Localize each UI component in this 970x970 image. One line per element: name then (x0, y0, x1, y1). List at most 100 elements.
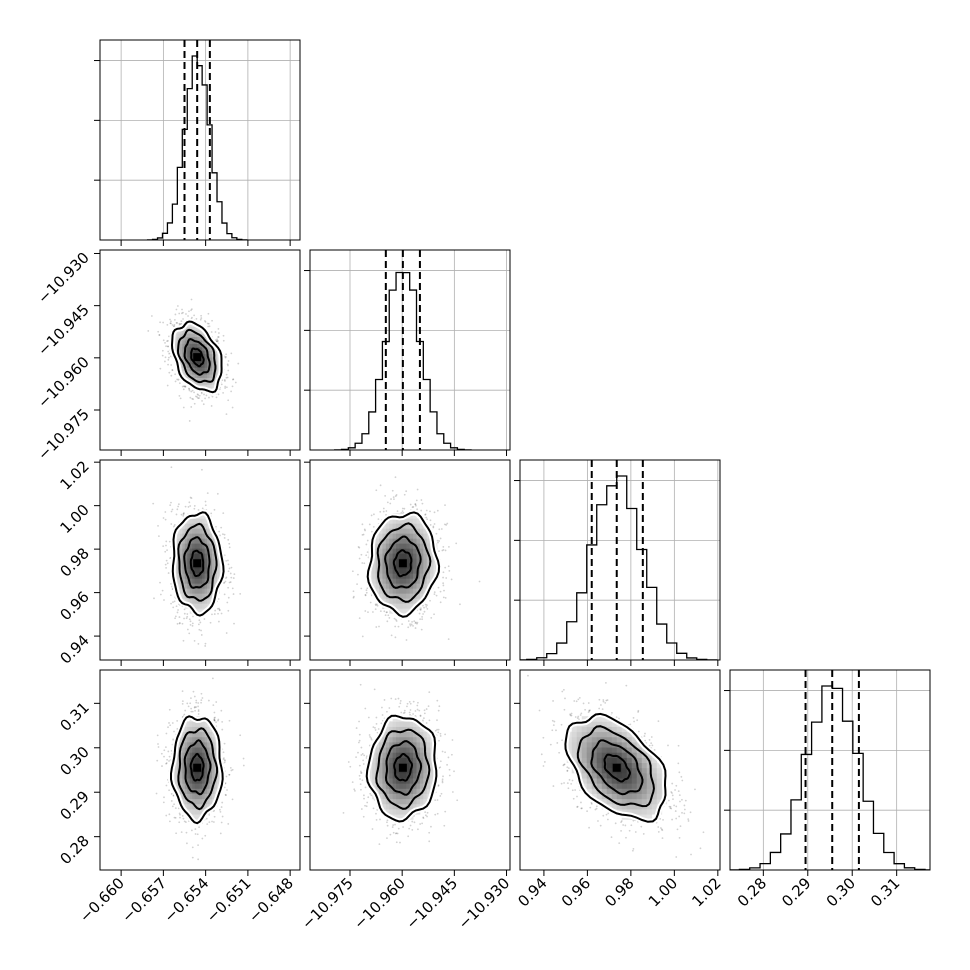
density-cell (209, 553, 213, 559)
density-cell (179, 593, 183, 599)
sample-point (227, 369, 230, 372)
sample-point (394, 495, 397, 497)
density-cell (179, 363, 183, 368)
density-cell (214, 374, 218, 378)
density-cell (202, 523, 206, 529)
sample-point (407, 620, 410, 622)
sample-point (167, 358, 170, 361)
sample-point (204, 642, 207, 645)
density-cell (382, 593, 387, 599)
density-cell (177, 573, 181, 579)
density-cell (182, 528, 186, 534)
sample-point (410, 623, 413, 626)
sample-point (167, 345, 169, 348)
density-cell (174, 568, 178, 574)
sample-point (173, 319, 176, 321)
sample-point (383, 610, 386, 613)
density-cell (204, 563, 208, 569)
density-cell (214, 353, 218, 358)
sample-point (225, 632, 228, 634)
sample-point (414, 627, 417, 629)
sample-point (364, 594, 367, 597)
density-cell (214, 357, 218, 361)
sample-point (447, 565, 450, 568)
density-cell (182, 346, 186, 351)
density-cell (217, 367, 220, 372)
density-cell (199, 543, 203, 549)
sample-point (375, 626, 378, 628)
density-cell (199, 518, 203, 524)
density-cell (204, 568, 208, 574)
density-cell (184, 578, 188, 584)
sample-point (230, 566, 233, 569)
sample-point (217, 598, 220, 600)
density-cell (202, 538, 206, 544)
density-cell (187, 323, 191, 327)
density-cell (194, 360, 198, 365)
sample-point (178, 382, 181, 385)
density-cell (189, 346, 193, 351)
density-cell (396, 558, 400, 564)
density-cell (177, 333, 181, 338)
sample-point (442, 582, 445, 585)
density-cell (189, 374, 193, 378)
density-cell (197, 583, 201, 589)
density-cell (209, 370, 213, 375)
density-cell (379, 573, 383, 579)
density-cell (217, 558, 220, 564)
sample-point (373, 513, 375, 516)
density-cell (389, 538, 394, 544)
density-cell (207, 533, 210, 539)
sample-point (190, 497, 193, 500)
sample-point (232, 593, 235, 595)
density-cell (202, 353, 206, 358)
density-cell (194, 374, 198, 378)
density-cell (194, 603, 198, 609)
sample-point (420, 628, 423, 631)
density-cell (209, 578, 213, 584)
density-cell (207, 346, 210, 351)
sample-point (178, 312, 181, 315)
sample-point (177, 505, 180, 508)
density-cell (189, 343, 193, 348)
sample-point (224, 380, 226, 382)
sample-point (419, 618, 422, 620)
sample-point (438, 540, 441, 542)
density-cell (382, 583, 387, 589)
density-cell (182, 573, 186, 579)
sample-point (188, 632, 191, 635)
sample-point (165, 567, 167, 569)
sample-point (237, 362, 240, 365)
density-cell (209, 367, 213, 372)
sample-point (174, 380, 177, 383)
sample-point (182, 512, 185, 515)
contour-line (183, 338, 211, 376)
sample-point (425, 605, 428, 608)
sample-point (372, 525, 375, 528)
density-cell (184, 558, 188, 564)
sample-point (175, 308, 178, 311)
density-cell (209, 357, 213, 361)
sample-point (174, 373, 177, 376)
density-cell (217, 568, 220, 574)
sample-point (409, 503, 412, 506)
density-cell (192, 533, 196, 539)
sample-point (162, 517, 165, 519)
density-cell (379, 593, 383, 599)
sample-point (180, 312, 183, 315)
density-cell (187, 563, 191, 569)
sample-point (416, 621, 419, 624)
density-cell (207, 374, 210, 378)
sample-point (218, 607, 220, 610)
density-cell (389, 548, 394, 554)
density-cell (207, 380, 210, 385)
sample-point (414, 622, 417, 625)
sample-point (170, 582, 172, 585)
density-cell (192, 374, 196, 378)
sample-point (173, 324, 176, 326)
sample-point (416, 508, 419, 511)
sample-point (433, 523, 436, 525)
contour-line (171, 511, 225, 617)
sample-point (224, 385, 227, 388)
